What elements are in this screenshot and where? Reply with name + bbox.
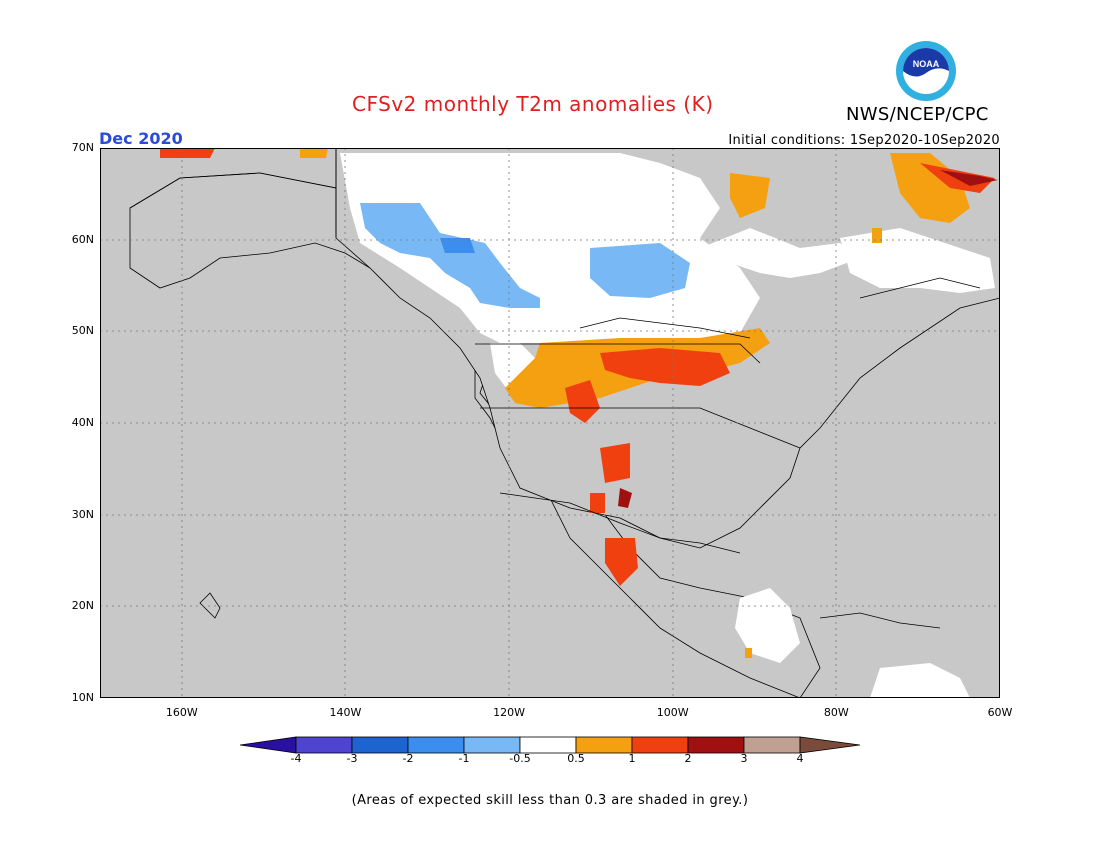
cool-regions — [360, 203, 690, 308]
colorbar-label: 4 — [796, 752, 804, 765]
colorbar-label: -2 — [402, 752, 414, 765]
noaa-logo: NOAA — [896, 41, 956, 101]
initial-conditions: Initial conditions: 1Sep2020-10Sep2020 — [728, 133, 1000, 148]
colorbar-arrow-low — [240, 736, 297, 754]
colorbar-segment — [463, 736, 521, 754]
colorbar-segment — [407, 736, 465, 754]
graticule — [100, 148, 1000, 698]
footnote: (Areas of expected skill less than 0.3 a… — [351, 793, 749, 808]
lat-label: 10N — [71, 691, 94, 704]
warm-regions — [160, 148, 998, 658]
colorbar-label: -3 — [346, 752, 358, 765]
colorbar-label: -0.5 — [509, 752, 531, 765]
lon-label: 120W — [493, 706, 526, 719]
valid-month: Dec 2020 — [99, 129, 183, 148]
colorbar-label: 3 — [740, 752, 748, 765]
lon-label: 80W — [823, 706, 849, 719]
anomaly-map — [100, 148, 1000, 698]
colorbar-arrow-high — [799, 736, 860, 754]
colorbar-segment — [575, 736, 633, 754]
colorbar-segment — [631, 736, 689, 754]
colorbar-segment — [295, 736, 353, 754]
lat-label: 70N — [71, 141, 94, 154]
lat-label: 20N — [71, 599, 94, 613]
colorbar-label: -1 — [458, 752, 470, 765]
lat-label: 30N — [71, 507, 94, 521]
agency-label: NWS/NCEP/CPC — [846, 104, 989, 125]
colorbar-label: 2 — [684, 752, 692, 765]
svg-text:NOAA: NOAA — [913, 59, 940, 69]
colorbar-segment — [743, 736, 801, 754]
colorbar-label: 0.5 — [567, 752, 585, 765]
lon-label: 100W — [656, 706, 689, 719]
colorbar-segment — [687, 736, 745, 754]
colorbar — [240, 736, 860, 754]
colorbar-segment — [351, 736, 409, 754]
lon-label: 60W — [987, 706, 1013, 719]
chart-title: CFSv2 monthly T2m anomalies (K) — [352, 92, 714, 116]
lat-label: 50N — [71, 324, 94, 338]
colorbar-label: -4 — [290, 752, 302, 765]
lat-label: 60N — [71, 232, 94, 246]
colorbar-label: 1 — [628, 752, 636, 765]
lon-label: 140W — [329, 706, 362, 719]
lat-label: 40N — [71, 416, 94, 429]
coastlines — [129, 148, 981, 629]
lon-label: 160W — [165, 706, 198, 719]
colorbar-segment — [519, 736, 577, 754]
